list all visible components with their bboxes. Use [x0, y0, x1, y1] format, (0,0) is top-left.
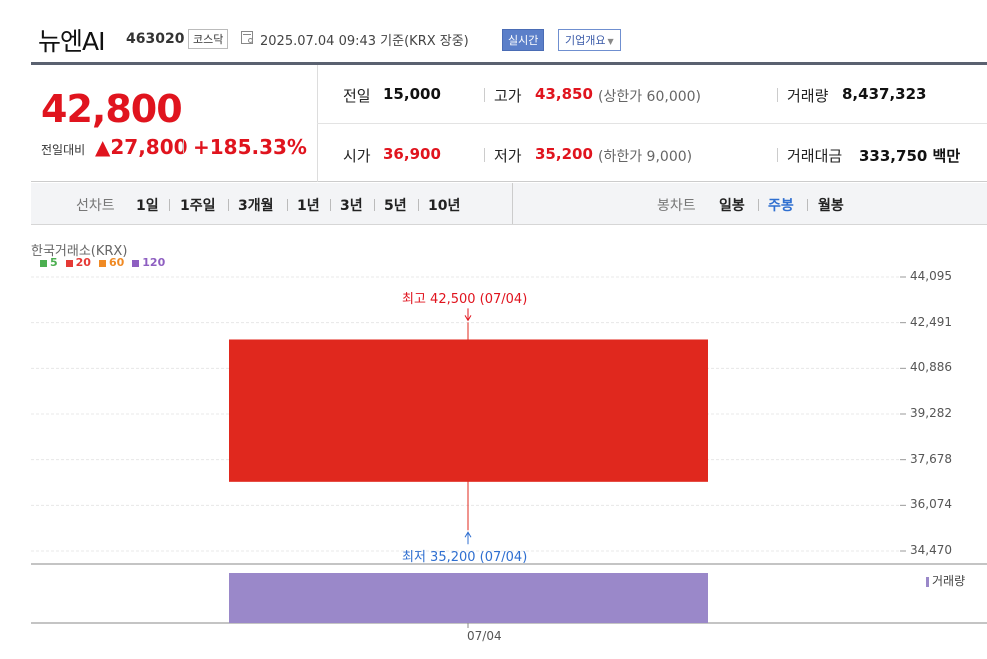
stock-name: 뉴엔AI	[38, 27, 105, 56]
legend-label: 5	[50, 256, 58, 269]
chart-source: 한국거래소(KRX)	[31, 244, 128, 259]
divider	[758, 199, 759, 211]
legend-item: 20	[65, 256, 91, 269]
legend-item: 5	[40, 256, 58, 269]
period-weekly[interactable]: 주봉	[768, 198, 794, 214]
current-price: 42,800	[41, 87, 183, 131]
period-5y[interactable]: 5년	[384, 198, 407, 214]
legend-item: 120	[132, 256, 165, 269]
chart-period-bar: 선차트 1일 1주일 3개월 1년 3년 5년 10년 봉차트 일봉 주봉 월봉	[31, 183, 987, 225]
change-label: 전일대비	[41, 143, 86, 157]
low-label: 저가	[494, 147, 522, 165]
volume-legend-label: 거래량	[932, 574, 966, 588]
divider	[777, 88, 778, 102]
y-tick-label: 37,678	[910, 451, 952, 466]
y-tick-label: 40,886	[910, 360, 952, 375]
lower-limit: (하한가 9,000)	[598, 149, 693, 165]
quote-datetime: 2025.07.04 09:43 기준(KRX 장중)	[260, 30, 469, 49]
datetime-text: 2025.07.04 09:43	[260, 34, 377, 49]
legend-label: 60	[108, 256, 125, 269]
legend-swatch	[65, 259, 73, 267]
trade-amount-label: 거래대금	[787, 147, 843, 165]
volume-group	[229, 573, 708, 623]
y-tick-label: 42,491	[910, 314, 952, 329]
divider	[183, 139, 184, 153]
x-tick-label: 07/04	[467, 629, 502, 643]
upper-limit: (상한가 60,000)	[598, 89, 702, 105]
candle-body	[229, 339, 708, 482]
legend-swatch	[40, 259, 47, 267]
candle-chart-label: 봉차트	[657, 198, 696, 214]
divider	[330, 199, 331, 211]
legend-swatch	[98, 259, 106, 267]
divider	[484, 148, 485, 162]
open-value: 36,900	[383, 145, 441, 163]
moving-average-legend: 5 20 60 120	[40, 256, 173, 269]
company-overview-button[interactable]: 기업개요 ▼	[558, 29, 621, 51]
divider	[169, 199, 170, 211]
basis-text: 기준(KRX 장중)	[380, 34, 469, 49]
volume-value: 8,437,323	[842, 85, 927, 103]
market-badge: 코스닥	[188, 29, 229, 49]
divider	[777, 148, 778, 162]
y-tick-label: 34,470	[910, 543, 952, 557]
volume-bar	[229, 573, 708, 623]
y-tick-label: 44,095	[910, 269, 952, 283]
divider	[287, 199, 288, 211]
price-cell: 42,800 전일대비 ▲27,800 +185.33%	[31, 65, 318, 182]
trade-amount-value: 333,750 백만	[859, 147, 961, 165]
period-divider	[512, 183, 513, 224]
y-tick-label: 36,074	[910, 497, 952, 512]
period-1y[interactable]: 1년	[297, 198, 320, 214]
period-1w[interactable]: 1주일	[180, 198, 216, 214]
high-label: 고가	[494, 87, 522, 105]
realtime-button[interactable]: 실시간	[502, 29, 545, 51]
calendar-icon	[241, 31, 253, 44]
volume-legend: 거래량	[926, 572, 965, 589]
high-annotation: 최고 42,500 (07/04)	[402, 292, 528, 307]
period-3y[interactable]: 3년	[340, 198, 363, 214]
divider	[807, 199, 808, 211]
company-overview-label: 기업개요	[565, 34, 606, 47]
row-divider	[317, 123, 987, 124]
legend-label: 120	[142, 256, 166, 269]
divider	[484, 88, 485, 102]
divider	[228, 199, 229, 211]
dropdown-caret-icon: ▼	[607, 37, 614, 46]
divider	[418, 199, 419, 211]
volume-label: 거래량	[787, 87, 829, 105]
prev-close-value: 15,000	[383, 85, 441, 103]
high-value: 43,850	[535, 85, 593, 103]
quote-panel: 42,800 전일대비 ▲27,800 +185.33% 전일 15,000 고…	[31, 62, 987, 182]
period-10y[interactable]: 10년	[428, 198, 461, 214]
open-label: 시가	[343, 147, 371, 165]
change-percent: +185.33%	[193, 135, 307, 159]
y-tick-label: 39,282	[910, 406, 952, 420]
divider	[374, 199, 375, 211]
legend-item: 60	[98, 256, 125, 269]
period-monthly[interactable]: 월봉	[818, 198, 844, 214]
period-1d[interactable]: 1일	[136, 198, 159, 214]
stock-code: 463020	[126, 31, 185, 47]
line-chart-label: 선차트	[76, 198, 115, 214]
period-daily[interactable]: 일봉	[719, 198, 745, 214]
volume-swatch	[926, 576, 929, 587]
low-value: 35,200	[535, 145, 593, 163]
prev-close-label: 전일	[343, 87, 371, 105]
price-chart	[31, 276, 987, 628]
candle-group	[229, 308, 708, 545]
change-value: ▲27,800	[95, 135, 188, 159]
legend-label: 20	[75, 256, 91, 269]
legend-swatch	[132, 259, 140, 267]
low-annotation: 최저 35,200 (07/04)	[402, 550, 528, 565]
period-3m[interactable]: 3개월	[238, 198, 274, 214]
